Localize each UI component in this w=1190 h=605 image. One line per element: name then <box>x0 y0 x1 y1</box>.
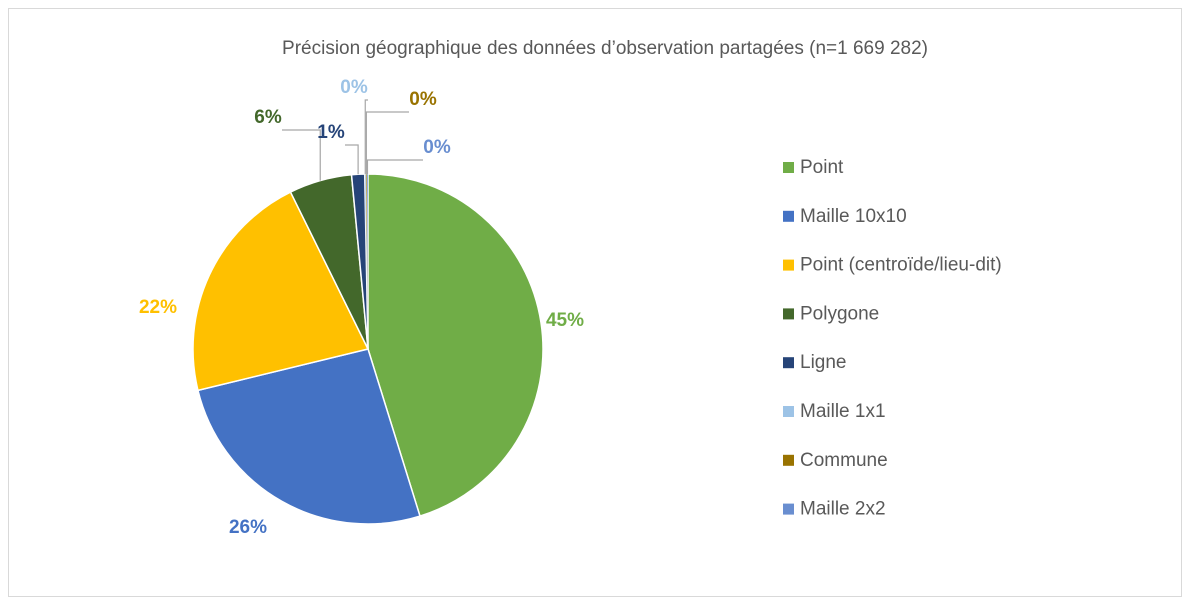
legend-label: Point (centroïde/lieu-dit) <box>800 255 1002 276</box>
legend-swatch <box>783 308 794 320</box>
chart-frame <box>8 8 1182 597</box>
leader-line <box>366 159 423 175</box>
data-label: 22% <box>139 297 177 318</box>
data-label: 6% <box>254 107 282 128</box>
leader-line <box>282 129 321 181</box>
pie-slice <box>367 173 544 518</box>
legend-label: Maille 1x1 <box>800 401 886 422</box>
legend-swatch <box>783 259 794 271</box>
pie-slice <box>192 191 370 392</box>
legend-label: Polygone <box>800 303 879 324</box>
legend-swatch <box>783 406 794 417</box>
legend-label: Ligne <box>800 352 847 373</box>
legend-label: Maille 2x2 <box>800 499 886 520</box>
data-label: 0% <box>340 77 368 98</box>
data-label: 1% <box>317 122 345 143</box>
pie-slice <box>197 348 421 525</box>
legend-label: Commune <box>800 450 888 471</box>
chart-title: Précision géographique des données d’obs… <box>282 38 928 59</box>
legend-swatch <box>783 503 794 515</box>
leader-line <box>364 99 368 175</box>
data-label: 0% <box>423 137 451 158</box>
legend-swatch <box>783 162 794 173</box>
legend-swatch <box>783 210 794 222</box>
leader-line <box>365 111 409 175</box>
legend-swatch <box>783 454 794 466</box>
leader-line <box>345 144 359 175</box>
data-label: 0% <box>409 89 437 110</box>
data-label: 26% <box>229 517 267 538</box>
legend-label: Maille 10x10 <box>800 206 907 227</box>
data-label: 45% <box>546 310 584 331</box>
legend-swatch <box>783 357 794 369</box>
legend-label: Point <box>800 157 844 178</box>
